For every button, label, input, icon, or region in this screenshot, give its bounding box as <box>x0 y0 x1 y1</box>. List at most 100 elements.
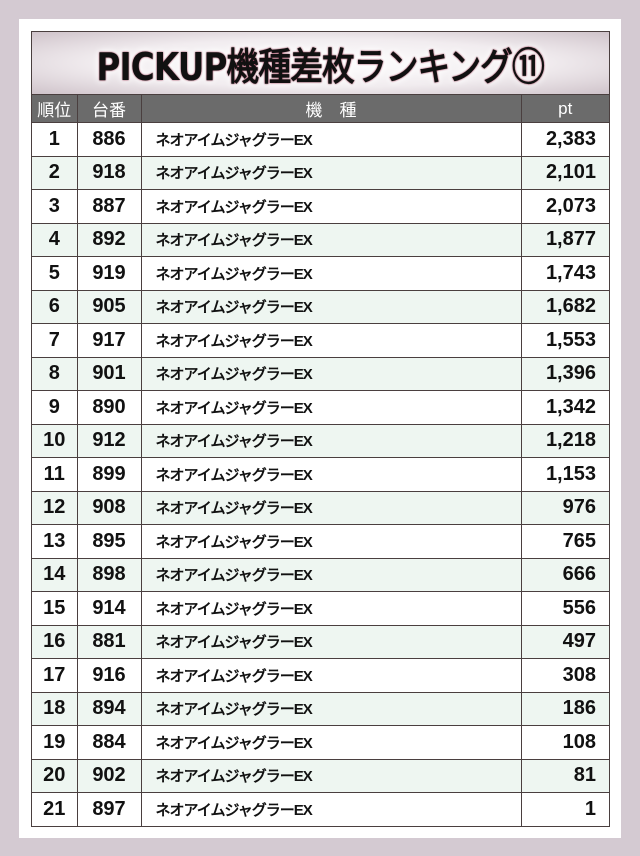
machine-no-cell: 916 <box>77 658 142 693</box>
model-cell: ネオアイムジャグラーEX <box>141 625 522 659</box>
pt-cell: 1,153 <box>521 457 609 492</box>
pt-cell: 2,101 <box>521 156 609 190</box>
rank-cell: 18 <box>32 692 78 726</box>
machine-no-cell: 881 <box>77 625 142 659</box>
rank-cell: 12 <box>32 491 78 525</box>
rank-cell: 8 <box>32 357 78 391</box>
table-row: 14 898 ネオアイムジャグラーEX 666 <box>32 558 609 592</box>
rank-cell: 21 <box>32 792 78 826</box>
machine-no-cell: 901 <box>77 357 142 391</box>
model-cell: ネオアイムジャグラーEX <box>141 692 522 726</box>
model-cell: ネオアイムジャグラーEX <box>141 357 522 391</box>
rank-cell: 13 <box>32 524 78 559</box>
rank-cell: 16 <box>32 625 78 659</box>
page-title: PICKUP機種差枚ランキング⑪ <box>96 44 545 89</box>
machine-no-cell: 908 <box>77 491 142 525</box>
pt-cell: 1 <box>584 797 596 820</box>
rank-cell: 10 <box>32 424 78 458</box>
table-row: 18 894 ネオアイムジャグラーEX 186 <box>32 692 609 726</box>
table-row: 9 890 ネオアイムジャグラーEX 1,342 <box>32 390 609 425</box>
model-cell: ネオアイムジャグラーEX <box>141 156 522 190</box>
machine-no-cell: 898 <box>77 558 142 592</box>
machine-no-cell: 919 <box>77 256 142 291</box>
rank-cell: 9 <box>32 390 78 425</box>
table-row: 17 916 ネオアイムジャグラーEX 308 <box>32 658 609 693</box>
machine-no-cell: 895 <box>77 524 142 559</box>
model-cell: ネオアイムジャグラーEX <box>141 524 522 559</box>
table-row: 2 918 ネオアイムジャグラーEX 2,101 <box>32 156 609 190</box>
machine-no-cell: 914 <box>77 591 142 626</box>
rank-cell: 2 <box>32 156 78 190</box>
pt-cell: 308 <box>521 658 609 693</box>
table-row: 4 892 ネオアイムジャグラーEX 1,877 <box>32 223 609 257</box>
table-row: 7 917 ネオアイムジャグラーEX 1,553 <box>32 323 609 358</box>
model-cell: ネオアイムジャグラーEX <box>141 792 522 826</box>
table-row: 21 897 ネオアイムジャグラーEX 1 <box>32 792 609 826</box>
pt-cell: 556 <box>521 591 609 626</box>
model-cell: ネオアイムジャグラーEX <box>141 759 522 793</box>
rank-cell: 17 <box>32 658 78 693</box>
table-row: 11 899 ネオアイムジャグラーEX 1,153 <box>32 457 609 492</box>
pt-cell: 1,743 <box>521 256 609 291</box>
rank-cell: 4 <box>32 223 78 257</box>
model-cell: ネオアイムジャグラーEX <box>141 725 522 760</box>
machine-no-cell: 899 <box>77 457 142 492</box>
table-row: 6 905 ネオアイムジャグラーEX 1,682 <box>32 290 609 324</box>
machine-no-cell: 886 <box>77 122 142 157</box>
machine-no-cell: 897 <box>77 792 142 826</box>
pt-cell: 1,553 <box>521 323 609 358</box>
table-row: 5 919 ネオアイムジャグラーEX 1,743 <box>32 256 609 291</box>
machine-no-cell: 887 <box>77 189 142 224</box>
model-cell: ネオアイムジャグラーEX <box>141 290 522 324</box>
table-row: 3 887 ネオアイムジャグラーEX 2,073 <box>32 189 609 224</box>
header-rank: 順位 <box>32 95 78 123</box>
pt-cell: 2,073 <box>521 189 609 224</box>
model-cell: ネオアイムジャグラーEX <box>141 122 522 157</box>
model-cell: ネオアイムジャグラーEX <box>141 491 522 525</box>
machine-no-cell: 905 <box>77 290 142 324</box>
pt-cell: 108 <box>521 725 609 760</box>
machine-no-cell: 902 <box>77 759 142 793</box>
rank-cell: 5 <box>32 256 78 291</box>
rank-cell: 6 <box>32 290 78 324</box>
pt-cell: 666 <box>521 558 609 592</box>
model-cell: ネオアイムジャグラーEX <box>141 323 522 358</box>
header-pt: pt <box>521 95 609 123</box>
rank-cell: 3 <box>32 189 78 224</box>
machine-no-cell: 890 <box>77 390 142 425</box>
table-row: 13 895 ネオアイムジャグラーEX 765 <box>32 524 609 559</box>
rank-cell: 7 <box>32 323 78 358</box>
rank-cell: 14 <box>32 558 78 592</box>
header-machine-no: 台番 <box>77 95 142 123</box>
machine-no-cell: 884 <box>77 725 142 760</box>
table-row: 16 881 ネオアイムジャグラーEX 497 <box>32 625 609 659</box>
table-row: 15 914 ネオアイムジャグラーEX 556 <box>32 591 609 626</box>
model-cell: ネオアイムジャグラーEX <box>141 256 522 291</box>
table-row: 12 908 ネオアイムジャグラーEX 976 <box>32 491 609 525</box>
pt-cell: 497 <box>521 625 609 659</box>
rank-cell: 19 <box>32 725 78 760</box>
model-cell: ネオアイムジャグラーEX <box>141 223 522 257</box>
pt-cell: 1,342 <box>521 390 609 425</box>
pt-cell: 976 <box>521 491 609 525</box>
rank-cell: 20 <box>32 759 78 793</box>
table-row: 20 902 ネオアイムジャグラーEX 81 <box>32 759 609 793</box>
ranking-table-container: PICKUP機種差枚ランキング⑪ 順位 台番 機 種 pt 1 886 ネオアイムジ… <box>31 31 610 827</box>
pt-cell: 186 <box>521 692 609 726</box>
table-row: 8 901 ネオアイムジャグラーEX 1,396 <box>32 357 609 391</box>
model-cell: ネオアイムジャグラーEX <box>141 591 522 626</box>
model-cell: ネオアイムジャグラーEX <box>141 658 522 693</box>
table-row: 10 912 ネオアイムジャグラーEX 1,218 <box>32 424 609 458</box>
machine-no-cell: 892 <box>77 223 142 257</box>
table-row: 1 886 ネオアイムジャグラーEX 2,383 <box>32 122 609 157</box>
pt-cell: 1,396 <box>521 357 609 391</box>
model-cell: ネオアイムジャグラーEX <box>141 424 522 458</box>
pt-cell: 2,383 <box>521 122 609 157</box>
table-row: 19 884 ネオアイムジャグラーEX 108 <box>32 725 609 760</box>
rank-cell: 11 <box>32 457 78 492</box>
table-header-row: 順位 台番 機 種 pt <box>32 95 609 123</box>
machine-no-cell: 917 <box>77 323 142 358</box>
machine-no-cell: 912 <box>77 424 142 458</box>
model-cell: ネオアイムジャグラーEX <box>141 189 522 224</box>
model-cell: ネオアイムジャグラーEX <box>141 390 522 425</box>
